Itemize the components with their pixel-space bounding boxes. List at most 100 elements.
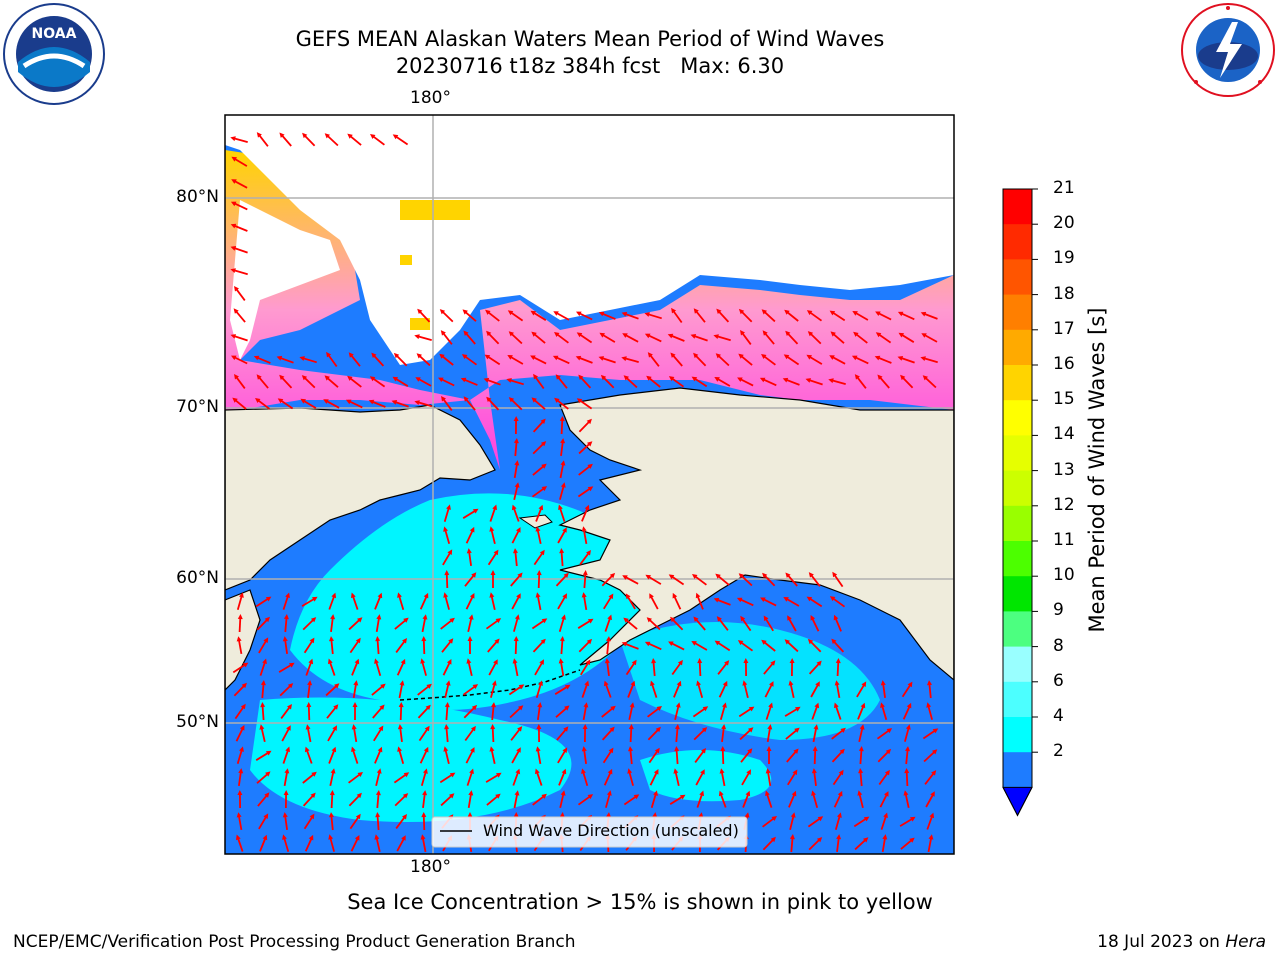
wave-arrowhead xyxy=(559,548,565,554)
wave-arrowhead xyxy=(721,724,727,730)
wave-arrowhead xyxy=(253,355,260,361)
wave-arrowhead xyxy=(633,794,640,800)
wave-arrowhead xyxy=(467,636,473,641)
wave-arrowhead xyxy=(649,593,654,599)
wave-arrowhead xyxy=(255,398,261,403)
wave-arrowhead xyxy=(484,354,491,360)
wave-arrowhead xyxy=(237,614,243,620)
wave-arrowhead xyxy=(508,397,515,403)
wave-arrowhead xyxy=(279,132,285,138)
wave-arrowhead xyxy=(716,616,722,622)
wave-arrowhead xyxy=(285,746,290,753)
wave-arrowhead xyxy=(448,638,454,644)
wave-arrowhead xyxy=(417,308,423,314)
wave-arrowhead xyxy=(238,768,244,774)
colorbar-segment xyxy=(1003,470,1032,507)
wave-arrowhead xyxy=(347,133,353,139)
wave-arrowhead xyxy=(374,658,379,664)
wave-arrowhead xyxy=(670,352,676,358)
wave-arrowhead xyxy=(630,680,636,687)
colorbar xyxy=(1002,188,1038,817)
wave-arrowhead xyxy=(627,768,633,774)
wave-arrowhead xyxy=(515,768,521,775)
wave-arrowhead xyxy=(716,308,722,314)
colorbar-extend-triangle xyxy=(1002,786,1033,817)
wave-arrowhead xyxy=(531,331,537,337)
colorbar-segment xyxy=(1003,576,1032,612)
wave-arrowhead xyxy=(329,790,335,796)
wave-arrowhead xyxy=(420,658,426,664)
wave-arrowhead xyxy=(606,790,612,796)
wave-arrowhead xyxy=(402,638,407,644)
wave-arrowhead xyxy=(307,680,313,686)
wave-arrowhead xyxy=(604,658,610,664)
wave-arrowhead xyxy=(231,179,237,184)
wave-arrowhead xyxy=(646,375,652,381)
wave-arrowhead xyxy=(668,574,675,580)
wave-arrowhead xyxy=(446,659,452,665)
wave-arrowhead xyxy=(494,638,500,644)
wave-arrowhead xyxy=(328,658,333,665)
wave-arrowhead xyxy=(609,726,615,732)
wave-arrowhead xyxy=(483,377,490,383)
wave-arrowhead xyxy=(621,641,628,647)
wave-arrowhead xyxy=(813,724,819,730)
wave-arrowhead xyxy=(906,702,912,709)
wave-arrowhead xyxy=(236,834,241,841)
wave-arrowhead xyxy=(531,397,537,403)
wave-arrowhead xyxy=(334,683,340,689)
wave-arrowhead xyxy=(426,683,432,689)
wave-arrowhead xyxy=(784,639,790,645)
chart-subtitle: 20230716 t18z 384h fcst Max: 6.30 xyxy=(395,54,785,78)
wave-arrowhead xyxy=(256,374,262,380)
wave-arrowhead xyxy=(351,724,357,730)
wave-arrowhead xyxy=(738,353,744,359)
wave-arrowhead xyxy=(584,680,589,687)
wave-arrowhead xyxy=(930,791,935,797)
wave-arrowhead xyxy=(324,133,330,139)
wave-arrowhead xyxy=(439,353,445,359)
wave-arrowhead xyxy=(805,378,811,383)
wave-arrowhead xyxy=(875,311,881,316)
wave-arrowhead xyxy=(378,725,384,732)
wave-arrowhead xyxy=(654,747,660,754)
wave-arrowhead xyxy=(608,747,614,754)
wave-arrowhead xyxy=(839,748,845,754)
wave-arrowhead xyxy=(610,705,616,711)
wave-arrowhead xyxy=(380,683,386,689)
wave-arrowhead xyxy=(762,572,768,579)
wave-arrowhead xyxy=(265,750,272,756)
wave-arrowhead xyxy=(560,438,566,444)
wave-arrowhead xyxy=(535,746,541,752)
wave-arrowhead xyxy=(444,570,450,576)
wave-arrowhead xyxy=(920,356,926,361)
colorbar-label: Mean Period of Wind Waves [s] xyxy=(1085,307,1109,633)
wave-arrowhead xyxy=(310,617,317,623)
wave-arrowhead xyxy=(835,658,841,664)
wave-arrowhead xyxy=(713,334,719,339)
wave-arrowhead xyxy=(759,377,766,383)
wave-arrowhead xyxy=(766,746,772,751)
colorbar-tick-label: 14 xyxy=(1053,424,1075,445)
wave-arrowhead xyxy=(264,616,270,623)
wave-arrowhead xyxy=(622,575,628,580)
wave-arrowhead xyxy=(234,374,239,380)
wave-arrowhead xyxy=(793,748,799,754)
wave-arrowhead xyxy=(469,593,475,599)
wave-arrowhead xyxy=(513,636,519,642)
wave-arrowhead xyxy=(693,308,699,314)
wave-arrowhead xyxy=(438,377,444,383)
colorbar-segment xyxy=(1003,294,1032,331)
wave-arrowhead xyxy=(745,790,751,797)
wave-arrowhead xyxy=(742,680,748,686)
wave-arrowhead xyxy=(449,793,455,799)
wave-arrowhead xyxy=(748,706,755,712)
wave-arrowhead xyxy=(486,396,492,402)
wave-arrowhead xyxy=(285,592,290,598)
wave-arrowhead xyxy=(351,746,356,752)
wave-arrowhead xyxy=(880,680,886,686)
wave-arrowhead xyxy=(768,702,773,708)
wave-arrowhead xyxy=(808,572,814,578)
wave-arrowhead xyxy=(559,812,565,818)
